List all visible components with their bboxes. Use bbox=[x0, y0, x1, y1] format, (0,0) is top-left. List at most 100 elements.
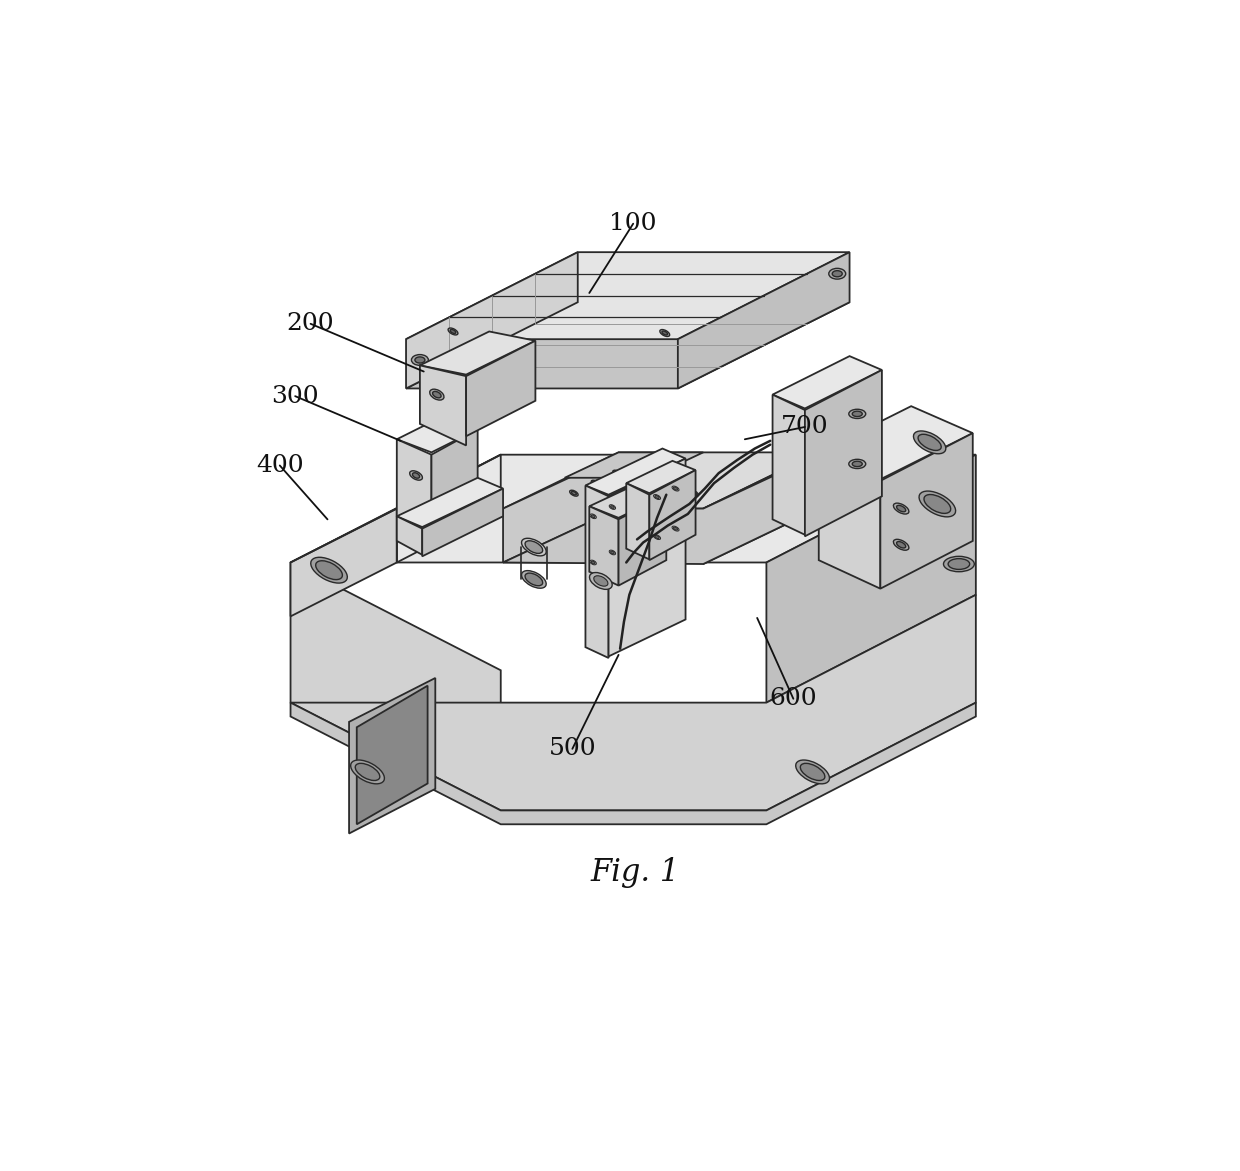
Ellipse shape bbox=[800, 763, 825, 781]
Polygon shape bbox=[626, 484, 650, 560]
Polygon shape bbox=[420, 365, 466, 445]
Ellipse shape bbox=[591, 480, 600, 486]
Polygon shape bbox=[564, 452, 703, 478]
Ellipse shape bbox=[944, 556, 975, 571]
Polygon shape bbox=[773, 395, 805, 535]
Polygon shape bbox=[290, 595, 976, 810]
Text: 300: 300 bbox=[272, 384, 319, 408]
Ellipse shape bbox=[591, 515, 595, 518]
Ellipse shape bbox=[893, 540, 909, 550]
Polygon shape bbox=[589, 506, 619, 586]
Ellipse shape bbox=[593, 481, 598, 485]
Ellipse shape bbox=[413, 473, 419, 478]
Ellipse shape bbox=[590, 560, 596, 564]
Polygon shape bbox=[626, 461, 696, 493]
Ellipse shape bbox=[569, 491, 578, 497]
Polygon shape bbox=[420, 331, 536, 375]
Ellipse shape bbox=[609, 550, 615, 555]
Ellipse shape bbox=[433, 391, 441, 398]
Ellipse shape bbox=[672, 486, 680, 491]
Polygon shape bbox=[422, 488, 503, 556]
Ellipse shape bbox=[662, 331, 667, 335]
Ellipse shape bbox=[409, 471, 423, 480]
Ellipse shape bbox=[594, 576, 608, 587]
Ellipse shape bbox=[450, 329, 456, 334]
Text: 700: 700 bbox=[781, 416, 828, 438]
Ellipse shape bbox=[412, 355, 428, 365]
Ellipse shape bbox=[590, 514, 596, 519]
Ellipse shape bbox=[572, 492, 577, 495]
Polygon shape bbox=[503, 452, 818, 508]
Polygon shape bbox=[432, 430, 477, 532]
Polygon shape bbox=[703, 452, 818, 564]
Ellipse shape bbox=[591, 561, 595, 564]
Polygon shape bbox=[397, 478, 503, 527]
Ellipse shape bbox=[796, 760, 830, 783]
Ellipse shape bbox=[615, 472, 620, 475]
Ellipse shape bbox=[589, 573, 613, 589]
Ellipse shape bbox=[660, 329, 670, 336]
Polygon shape bbox=[818, 406, 972, 479]
Ellipse shape bbox=[849, 459, 866, 468]
Ellipse shape bbox=[311, 557, 347, 583]
Ellipse shape bbox=[653, 535, 661, 540]
Polygon shape bbox=[503, 454, 818, 564]
Ellipse shape bbox=[522, 539, 546, 556]
Ellipse shape bbox=[351, 760, 384, 783]
Ellipse shape bbox=[828, 268, 846, 279]
Ellipse shape bbox=[647, 471, 655, 477]
Polygon shape bbox=[609, 459, 686, 657]
Ellipse shape bbox=[525, 573, 543, 586]
Polygon shape bbox=[766, 454, 976, 703]
Polygon shape bbox=[773, 356, 882, 409]
Ellipse shape bbox=[852, 461, 862, 466]
Polygon shape bbox=[805, 370, 882, 536]
Polygon shape bbox=[397, 439, 432, 533]
Text: 100: 100 bbox=[609, 212, 657, 235]
Ellipse shape bbox=[655, 535, 660, 539]
Polygon shape bbox=[397, 416, 477, 452]
Polygon shape bbox=[650, 470, 696, 560]
Polygon shape bbox=[397, 454, 501, 562]
Polygon shape bbox=[357, 686, 428, 824]
Polygon shape bbox=[589, 484, 666, 518]
Ellipse shape bbox=[919, 491, 956, 516]
Polygon shape bbox=[290, 508, 397, 616]
Ellipse shape bbox=[672, 526, 680, 532]
Ellipse shape bbox=[692, 492, 697, 495]
Ellipse shape bbox=[415, 357, 425, 363]
Polygon shape bbox=[503, 454, 619, 562]
Ellipse shape bbox=[832, 271, 842, 276]
Ellipse shape bbox=[655, 495, 660, 499]
Ellipse shape bbox=[914, 431, 946, 454]
Ellipse shape bbox=[355, 763, 379, 781]
Ellipse shape bbox=[897, 541, 905, 548]
Ellipse shape bbox=[653, 494, 661, 500]
Ellipse shape bbox=[893, 504, 909, 514]
Polygon shape bbox=[290, 454, 976, 562]
Ellipse shape bbox=[525, 541, 543, 554]
Polygon shape bbox=[405, 252, 849, 340]
Polygon shape bbox=[585, 486, 609, 658]
Polygon shape bbox=[290, 562, 501, 810]
Ellipse shape bbox=[610, 506, 614, 508]
Ellipse shape bbox=[673, 527, 677, 530]
Ellipse shape bbox=[670, 481, 675, 485]
Ellipse shape bbox=[610, 552, 614, 554]
Polygon shape bbox=[405, 252, 578, 389]
Ellipse shape bbox=[448, 328, 458, 335]
Ellipse shape bbox=[649, 472, 653, 475]
Ellipse shape bbox=[897, 506, 905, 512]
Text: 200: 200 bbox=[286, 313, 335, 335]
Polygon shape bbox=[678, 252, 849, 389]
Ellipse shape bbox=[430, 389, 444, 400]
Ellipse shape bbox=[613, 471, 621, 477]
Ellipse shape bbox=[673, 487, 677, 489]
Polygon shape bbox=[290, 703, 976, 824]
Ellipse shape bbox=[849, 409, 866, 418]
Text: 400: 400 bbox=[255, 454, 304, 477]
Polygon shape bbox=[466, 341, 536, 437]
Polygon shape bbox=[880, 433, 972, 589]
Ellipse shape bbox=[949, 559, 970, 569]
Ellipse shape bbox=[689, 491, 698, 497]
